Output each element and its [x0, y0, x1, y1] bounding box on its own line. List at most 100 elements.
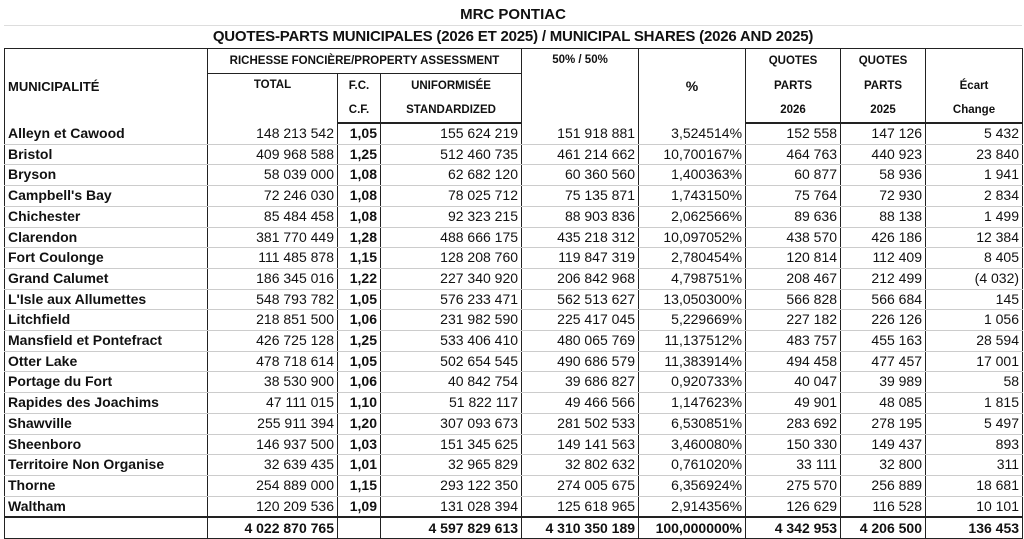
cell-fc: 1,05: [337, 351, 381, 373]
cell-quotes-2026: 227 182: [745, 309, 842, 332]
cell-total: 381 770 449: [207, 227, 338, 249]
cell-quotes-2026: 150 330: [745, 434, 842, 456]
cell-fc: 1,09: [337, 496, 381, 518]
table-row: Chichester 85 484 458 1,08 92 323 215 88 903…: [4, 206, 1024, 228]
cell-percent: 4,798751%: [638, 268, 747, 290]
cell-total: 85 484 458: [207, 206, 338, 228]
municipal-shares-table: MUNICIPALITÉ RICHESSE FONCIÈRE/PROPERTY …: [4, 48, 1024, 539]
cell-fc: 1,01: [337, 454, 381, 476]
cell-total: 146 937 500: [207, 434, 338, 456]
cell-percent: 1,400363%: [638, 164, 747, 187]
cell-name: Rapides des Joachims: [4, 392, 208, 414]
table-row: Clarendon 381 770 449 1,28 488 666 175 435 2…: [4, 227, 1024, 249]
document-title: MRC PONTIAC: [4, 4, 1022, 26]
table-row: Campbell's Bay 72 246 030 1,08 78 025 712 75…: [4, 185, 1024, 207]
cell-quotes-2025: 212 499: [840, 268, 927, 290]
cell-uniformisee: 78 025 712: [379, 185, 523, 207]
header-total: TOTAL: [207, 73, 338, 123]
cell-percent: 10,700167%: [638, 144, 747, 166]
cell-uniformisee: 307 093 673: [379, 413, 523, 435]
cell-quotes-2026: 75 764: [745, 185, 842, 207]
cell-uniformisee: 227 340 920: [379, 268, 523, 290]
header-parts-2025: PARTS: [840, 73, 927, 98]
cell-uniformisee: 512 460 735: [379, 144, 523, 166]
cell-fc: 1,06: [337, 309, 381, 332]
header-change: Change: [925, 98, 1024, 124]
cell-quotes-2026: 126 629: [745, 496, 842, 518]
cell-fifty: 119 847 319: [521, 247, 640, 269]
cell-percent: 1,147623%: [638, 392, 747, 414]
cell-quotes-2026: 208 467: [745, 268, 842, 290]
cell-fifty: 281 502 533: [521, 413, 640, 435]
cell-name: Fort Coulonge: [4, 247, 208, 269]
cell-fc: 1,15: [337, 247, 381, 269]
cell-fc: 1,25: [337, 330, 381, 352]
table-row: Otter Lake 478 718 614 1,05 502 654 545 490 …: [4, 351, 1024, 373]
header-fc: F.C.: [337, 73, 381, 98]
cell-fifty: 149 141 563: [521, 434, 640, 456]
cell-ecart: 5 497: [925, 413, 1024, 435]
cell-quotes-2026: 483 757: [745, 330, 842, 352]
cell-name: Litchfield: [4, 309, 208, 332]
total-fc: [337, 516, 381, 539]
cell-uniformisee: 128 208 760: [379, 247, 523, 269]
cell-ecart: 1 056: [925, 309, 1024, 332]
cell-name: Thorne: [4, 475, 208, 497]
total-uniformisee: 4 597 829 613: [379, 516, 523, 539]
table-row: Alleyn et Cawood 148 213 542 1,05 155 624 2…: [4, 123, 1024, 145]
cell-ecart: 5 432: [925, 123, 1024, 145]
cell-quotes-2025: 226 126: [840, 309, 927, 332]
table-row: L'Isle aux Allumettes 548 793 782 1,05 576 …: [4, 289, 1024, 311]
cell-uniformisee: 231 982 590: [379, 309, 523, 332]
cell-fifty: 39 686 827: [521, 371, 640, 394]
cell-percent: 11,383914%: [638, 351, 747, 373]
cell-name: Bryson: [4, 164, 208, 187]
cell-quotes-2026: 494 458: [745, 351, 842, 373]
cell-ecart: 18 681: [925, 475, 1024, 497]
cell-total: 148 213 542: [207, 123, 338, 145]
cell-percent: 10,097052%: [638, 227, 747, 249]
cell-uniformisee: 502 654 545: [379, 351, 523, 373]
cell-uniformisee: 51 822 117: [379, 392, 523, 414]
cell-percent: 2,780454%: [638, 247, 747, 269]
cell-fifty: 274 005 675: [521, 475, 640, 497]
table-row: Waltham 120 209 536 1,09 131 028 394 125 618…: [4, 496, 1024, 518]
cell-quotes-2025: 48 085: [840, 392, 927, 414]
cell-fc: 1,15: [337, 475, 381, 497]
cell-uniformisee: 533 406 410: [379, 330, 523, 352]
cell-quotes-2026: 275 570: [745, 475, 842, 497]
cell-ecart: 145: [925, 289, 1024, 311]
cell-ecart: 10 101: [925, 496, 1024, 518]
shares-document: MRC PONTIAC QUOTES-PARTS MUNICIPALES (20…: [4, 4, 1024, 539]
cell-percent: 13,050300%: [638, 289, 747, 311]
cell-total: 47 111 015: [207, 392, 338, 414]
cell-quotes-2025: 278 195: [840, 413, 927, 435]
total-total: 4 022 870 765: [207, 516, 338, 539]
cell-uniformisee: 92 323 215: [379, 206, 523, 228]
cell-quotes-2025: 149 437: [840, 434, 927, 456]
cell-quotes-2025: 72 930: [840, 185, 927, 207]
cell-ecart: 12 384: [925, 227, 1024, 249]
header-richesse: RICHESSE FONCIÈRE/PROPERTY ASSESSMENT: [206, 48, 523, 74]
header-standardized: STANDARDIZED: [379, 98, 523, 124]
cell-percent: 2,914356%: [638, 496, 747, 518]
table-row: Territoire Non Organise 32 639 435 1,01 32 …: [4, 454, 1024, 476]
cell-quotes-2025: 147 126: [840, 123, 927, 145]
header-blank: [925, 48, 1024, 74]
cell-total: 409 968 588: [207, 144, 338, 166]
header-quotes-2025: QUOTES: [840, 48, 927, 74]
cell-fc: 1,05: [337, 289, 381, 311]
cell-quotes-2026: 33 111: [745, 454, 842, 476]
cell-percent: 6,356924%: [638, 475, 747, 497]
totals-row: 4 022 870 765 4 597 829 613 4 310 350 189 1…: [4, 516, 1024, 539]
cell-name: Alleyn et Cawood: [4, 123, 208, 145]
cell-quotes-2025: 39 989: [840, 371, 927, 394]
cell-total: 32 639 435: [207, 454, 338, 476]
cell-quotes-2026: 464 763: [745, 144, 842, 166]
cell-total: 111 485 878: [207, 247, 338, 269]
cell-fifty: 49 466 566: [521, 392, 640, 414]
cell-fifty: 435 218 312: [521, 227, 640, 249]
table-row: Portage du Fort 38 530 900 1,06 40 842 754 3…: [4, 371, 1024, 394]
table-row: Grand Calumet 186 345 016 1,22 227 340 920 2…: [4, 268, 1024, 290]
cell-fc: 1,06: [337, 371, 381, 394]
